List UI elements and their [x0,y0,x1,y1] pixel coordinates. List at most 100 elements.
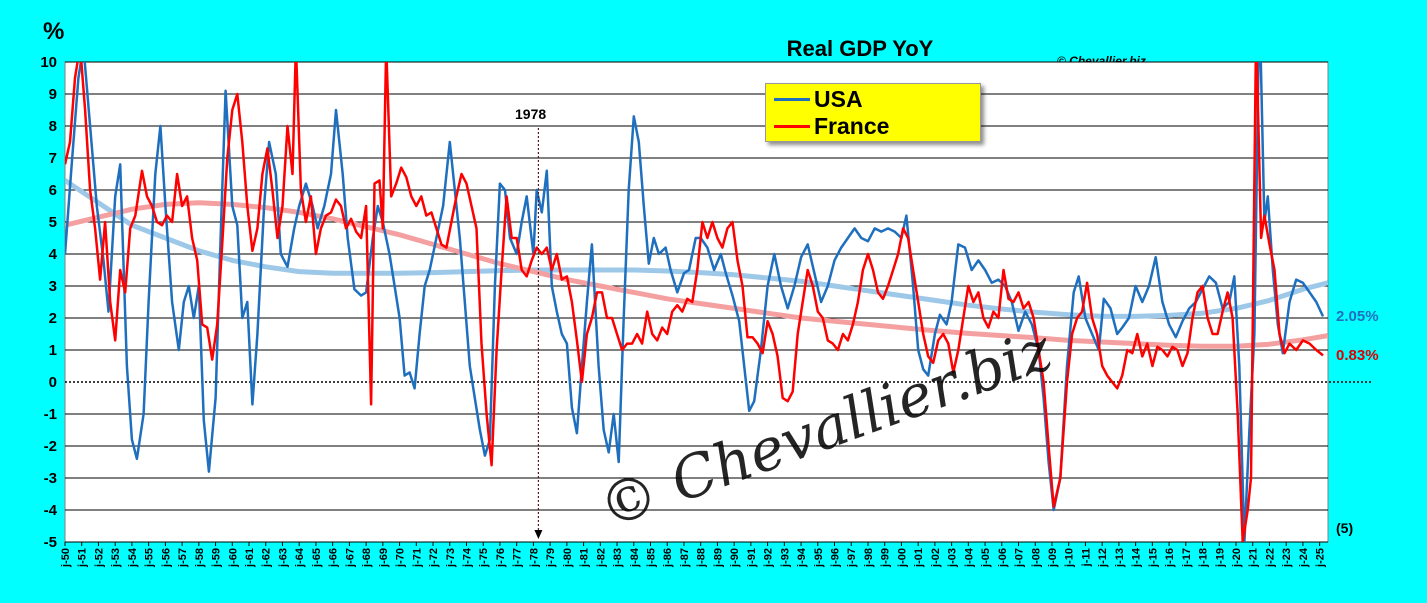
x-tick-label: j-87 [679,548,691,568]
x-tick-label: j-94 [796,547,808,568]
x-tick-label: j-52 [93,548,105,568]
x-tick-label: j-74 [461,547,473,568]
x-tick-label: j-89 [712,548,724,568]
x-tick-label: j-99 [880,548,892,568]
x-tick-label: j-06 [997,548,1009,568]
x-tick-label: j-93 [779,548,791,568]
x-tick-label: j-17 [1181,548,1193,568]
x-tick-label: j-03 [947,548,959,568]
x-tick-label: j-61 [244,548,256,568]
x-tick-label: j-54 [127,547,139,568]
x-tick-label: j-21 [1248,548,1260,568]
legend-swatch-usa [774,97,810,101]
x-tick-label: j-11 [1080,548,1092,567]
x-tick-label: j-55 [144,548,156,568]
y-tick-label: 10 [40,54,57,71]
x-tick-label: j-18 [1198,548,1210,568]
x-tick-label: j-20 [1231,548,1243,568]
y-tick-label: -3 [44,470,57,487]
x-tick-label: j-83 [612,548,624,568]
x-tick-label: j-19 [1214,548,1226,568]
x-tick-label: j-62 [261,548,273,568]
x-tick-label: j-25 [1315,548,1327,568]
y-tick-label: 0 [49,374,57,391]
y-tick-label: 4 [49,246,58,263]
x-tick-label: j-57 [177,548,189,568]
x-tick-label: j-96 [830,548,842,568]
x-tick-label: j-23 [1281,548,1293,568]
x-tick-label: j-12 [1097,548,1109,568]
x-tick-label: j-64 [294,547,306,568]
x-tick-label: j-10 [1064,548,1076,568]
x-tick-label: j-72 [428,548,440,568]
x-tick-label: j-75 [478,548,490,568]
x-tick-label: j-56 [160,548,172,568]
x-tick-label: j-76 [495,548,507,568]
x-tick-label: j-81 [579,548,591,568]
annotation-1978-arrowhead [534,530,543,539]
annotation-1978-label: 1978 [515,106,547,122]
x-tick-label: j-91 [746,548,758,568]
legend-swatch-france [774,124,810,128]
y-tick-label: -1 [44,406,57,423]
y-tick-label: 8 [49,118,57,135]
y-tick-label: 5 [49,214,57,231]
x-tick-label: j-90 [729,548,741,568]
y-tick-label: -4 [44,502,58,519]
y-tick-label: 7 [49,150,57,167]
y-tick-label: -5 [44,534,57,551]
y-tick-label: 9 [49,86,57,103]
x-tick-label: j-66 [328,548,340,568]
legend-label-france: France [814,112,890,139]
x-tick-label: j-86 [662,548,674,568]
x-tick-label: j-13 [1114,548,1126,568]
x-tick-label: j-58 [194,548,206,568]
x-tick-label: j-67 [344,548,356,568]
series-line-usa_trend [65,178,1328,319]
x-tick-label: j-16 [1164,548,1176,568]
y-tick-label: 6 [49,182,57,199]
x-tick-label: j-09 [1047,548,1059,568]
x-tick-label: j-78 [528,548,540,568]
x-tick-label: j-51 [77,548,89,568]
x-tick-label: j-15 [1147,548,1159,568]
x-tick-label: j-04 [963,547,975,568]
x-tick-label: j-82 [595,548,607,568]
legend-item-usa: USA [774,86,863,112]
legend-label-usa: USA [814,85,863,112]
x-tick-label: j-92 [763,548,775,568]
legend: USA France [765,83,981,142]
x-tick-label: j-84 [629,547,641,568]
x-tick-label: j-85 [645,548,657,568]
chart-title: Real GDP YoY [786,36,934,61]
x-tick-label: j-08 [1030,548,1042,568]
y-tick-label: 1 [49,342,57,359]
x-tick-label: j-53 [110,548,122,568]
x-tick-label: j-05 [980,548,992,568]
x-tick-label: j-14 [1131,547,1143,568]
x-tick-label: j-24 [1298,547,1310,568]
x-tick-label: j-00 [896,548,908,568]
x-tick-label: j-07 [1014,548,1026,568]
x-tick-label: j-69 [378,548,390,568]
x-tick-label: j-70 [395,548,407,568]
x-tick-label: j-22 [1264,548,1276,568]
y-tick-label: 2 [49,310,57,327]
x-tick-label: j-79 [545,548,557,568]
legend-item-france: France [774,113,889,139]
series-line-france [65,62,1324,542]
x-tick-label: j-88 [696,548,708,568]
x-tick-label: j-60 [227,548,239,568]
x-tick-label: j-77 [512,548,524,568]
usa-end-label: 2.05% [1336,308,1379,325]
france-end-label: 0.83% [1336,347,1379,364]
x-tick-label: j-01 [913,548,925,568]
y-tick-label: -2 [44,438,57,455]
x-tick-label: j-65 [311,548,323,568]
x-tick-label: j-63 [277,548,289,568]
x-tick-label: j-59 [211,548,223,568]
x-tick-label: j-50 [60,548,72,568]
x-tick-label: j-95 [813,548,825,568]
